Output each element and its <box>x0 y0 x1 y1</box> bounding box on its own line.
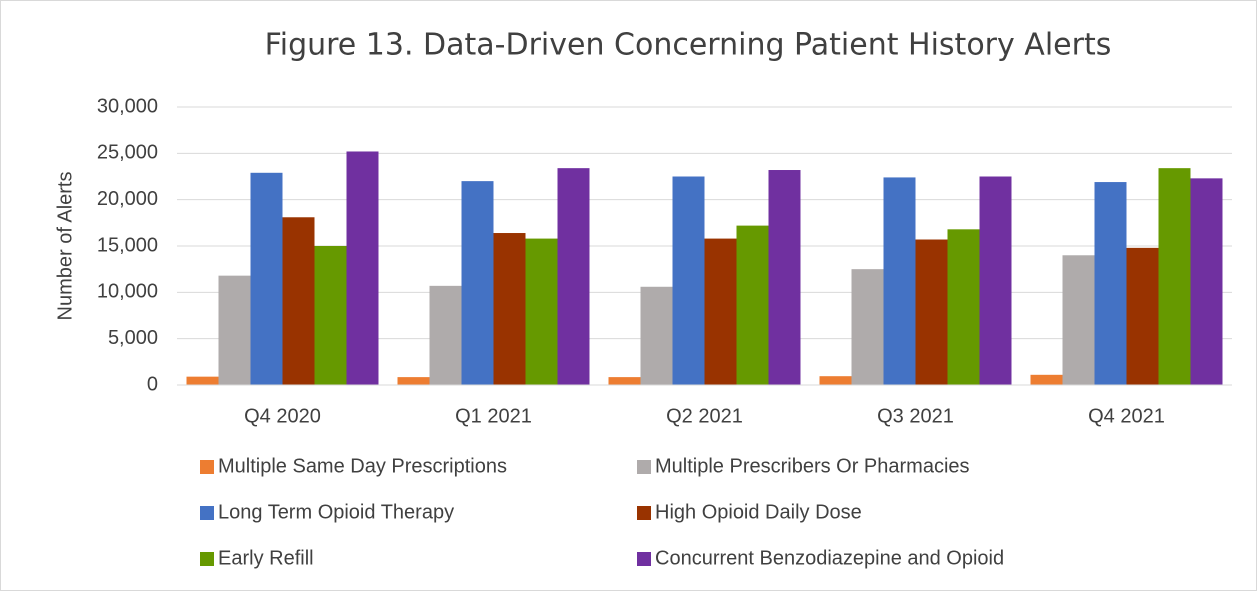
bar <box>883 177 916 385</box>
bar <box>429 285 462 385</box>
bar <box>851 269 884 385</box>
legend-label: High Opioid Daily Dose <box>655 501 862 523</box>
y-tick-label: 20,000 <box>97 188 158 210</box>
y-tick-label: 5,000 <box>108 327 158 349</box>
x-tick-label: Q4 2021 <box>1088 405 1165 427</box>
x-tick-label: Q1 2021 <box>455 405 532 427</box>
legend-label: Concurrent Benzodiazepine and Opioid <box>655 547 1004 569</box>
y-tick-label: 25,000 <box>97 142 158 164</box>
bar <box>1126 247 1159 385</box>
legend-swatch <box>637 552 651 566</box>
legend-label: Early Refill <box>218 547 314 569</box>
bar <box>819 376 852 385</box>
bar <box>915 239 948 385</box>
legend-label: Multiple Prescribers Or Pharmacies <box>655 455 970 477</box>
bar <box>608 377 641 385</box>
legend-swatch <box>200 460 214 474</box>
bar <box>979 176 1012 385</box>
bar <box>947 229 980 385</box>
legend-swatch <box>637 506 651 520</box>
bar <box>1062 255 1095 385</box>
x-tick-label: Q3 2021 <box>877 405 954 427</box>
bar <box>186 376 219 385</box>
bar <box>461 181 494 385</box>
y-tick-label: 15,000 <box>97 234 158 256</box>
legend-swatch <box>200 552 214 566</box>
bar <box>1190 178 1223 385</box>
bar <box>704 238 737 385</box>
bar <box>1094 182 1127 385</box>
legend-label: Multiple Same Day Prescriptions <box>218 455 507 477</box>
bar <box>250 172 283 385</box>
y-axis-label: Number of Alerts <box>54 172 76 321</box>
legend-swatch <box>200 506 214 520</box>
bar <box>1158 168 1191 385</box>
chart-title: Figure 13. Data-Driven Concerning Patien… <box>265 28 1112 63</box>
bar <box>768 170 801 385</box>
y-tick-label: 10,000 <box>97 281 158 303</box>
bar <box>493 233 526 385</box>
bar <box>282 217 315 385</box>
bar <box>525 238 558 385</box>
bar <box>314 246 347 385</box>
bar <box>557 168 590 385</box>
legend-label: Long Term Opioid Therapy <box>218 501 454 523</box>
y-tick-label: 30,000 <box>97 95 158 117</box>
x-tick-label: Q2 2021 <box>666 405 743 427</box>
bar <box>346 151 379 385</box>
bar <box>218 275 251 385</box>
bar <box>736 225 769 385</box>
bar <box>640 286 673 385</box>
x-tick-label: Q4 2020 <box>244 405 321 427</box>
legend-swatch <box>637 460 651 474</box>
bar <box>397 377 430 385</box>
y-tick-label: 0 <box>147 373 158 395</box>
bar <box>672 176 705 385</box>
bar <box>1030 374 1063 385</box>
